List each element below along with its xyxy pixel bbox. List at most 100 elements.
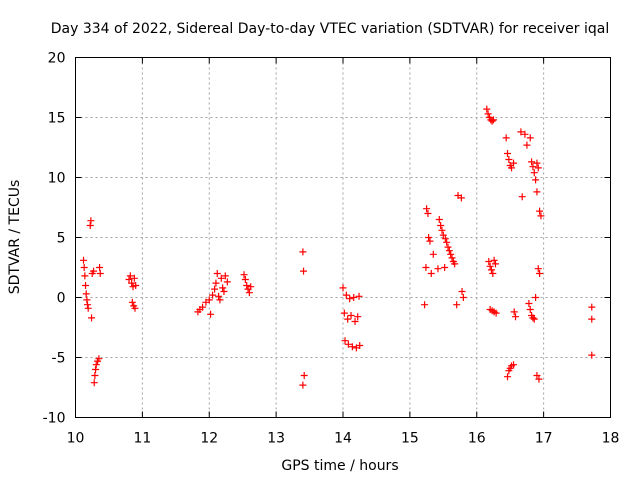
data-point: [342, 291, 350, 299]
data-point: [92, 361, 100, 369]
data-point: [453, 301, 461, 309]
data-point: [439, 231, 447, 239]
data-point: [96, 270, 104, 277]
data-point: [504, 150, 512, 157]
data-point: [530, 315, 538, 323]
data-point: [125, 276, 133, 283]
data-point: [80, 264, 88, 271]
data-point: [512, 313, 520, 321]
data-point: [344, 315, 352, 323]
data-point: [346, 295, 354, 303]
data-point: [505, 156, 513, 163]
data-point: [422, 264, 430, 271]
y-tick-label: 20: [48, 51, 66, 67]
data-point: [457, 194, 465, 202]
chart-title: Day 334 of 2022, Sidereal Day-to-day VTE…: [51, 21, 609, 37]
data-point: [588, 303, 596, 311]
data-point: [212, 279, 220, 287]
data-point: [532, 294, 540, 301]
y-tick-label: -10: [43, 411, 66, 427]
data-point: [537, 212, 545, 220]
data-point: [429, 250, 437, 258]
data-point: [354, 313, 362, 321]
data-point: [504, 373, 512, 381]
data-point: [526, 134, 534, 142]
data-point: [128, 298, 136, 306]
data-point: [339, 284, 347, 292]
tick-layer: 10 11 12 13 14 15 16 17 18 -10 -5 0 5 10 15 20: [43, 51, 620, 447]
data-point: [83, 296, 91, 304]
data-point: [523, 141, 531, 149]
data-point: [95, 355, 103, 363]
data-point: [487, 266, 495, 274]
data-point: [517, 128, 525, 136]
data-point: [437, 222, 445, 229]
data-point: [211, 285, 219, 293]
data-point: [533, 188, 541, 196]
data-point: [444, 243, 452, 251]
x-axis-label: GPS time / hours: [281, 458, 398, 474]
data-point: [344, 340, 352, 348]
data-point: [223, 278, 231, 286]
x-tick-label: 16: [468, 431, 486, 447]
data-point: [434, 265, 442, 273]
data-point: [535, 375, 543, 383]
data-point: [209, 291, 217, 299]
data-point: [299, 248, 307, 256]
data-point: [488, 117, 496, 125]
data-point: [435, 216, 443, 223]
data-point: [443, 238, 451, 246]
data-point: [350, 294, 358, 301]
data-point: [426, 237, 434, 245]
data-point: [355, 292, 363, 300]
data-point: [525, 300, 533, 307]
data-point: [81, 272, 89, 280]
data-point: [485, 258, 493, 265]
data-point: [356, 342, 364, 349]
y-tick-label: -5: [52, 351, 66, 367]
data-point: [451, 260, 459, 268]
data-point: [131, 304, 139, 312]
data-point: [91, 372, 99, 379]
data-point: [534, 164, 542, 172]
data-point: [82, 282, 90, 289]
data-point: [92, 366, 100, 373]
data-point: [530, 169, 538, 177]
data-point: [300, 267, 308, 275]
y-tick-label: 10: [48, 171, 66, 187]
data-point: [423, 205, 431, 213]
data-point: [205, 296, 213, 304]
data-point: [90, 379, 98, 387]
data-point: [508, 164, 516, 172]
x-tick-label: 11: [133, 431, 151, 447]
data-point: [532, 176, 540, 184]
data-point: [521, 130, 529, 138]
data-point: [82, 290, 90, 298]
data-point: [340, 309, 348, 317]
data-point: [132, 282, 140, 289]
data-point: [528, 158, 536, 166]
data-point: [96, 264, 104, 271]
data-point: [510, 159, 518, 167]
data-point: [347, 312, 355, 319]
data-point: [217, 274, 225, 282]
data-point: [483, 105, 491, 113]
data-point: [207, 310, 215, 318]
data-point: [459, 294, 467, 301]
data-point: [529, 163, 537, 171]
data-point: [510, 308, 518, 316]
data-point: [86, 222, 94, 229]
data-point: [88, 314, 96, 322]
data-point: [486, 262, 494, 270]
data-point: [536, 207, 544, 215]
data-point: [502, 134, 510, 142]
data-point: [130, 274, 138, 282]
data-point: [240, 271, 248, 279]
data-point: [427, 270, 435, 277]
data-point: [448, 254, 456, 262]
data-point: [588, 351, 596, 359]
data-point: [126, 272, 134, 280]
data-point: [216, 296, 224, 304]
data-point: [441, 235, 449, 243]
